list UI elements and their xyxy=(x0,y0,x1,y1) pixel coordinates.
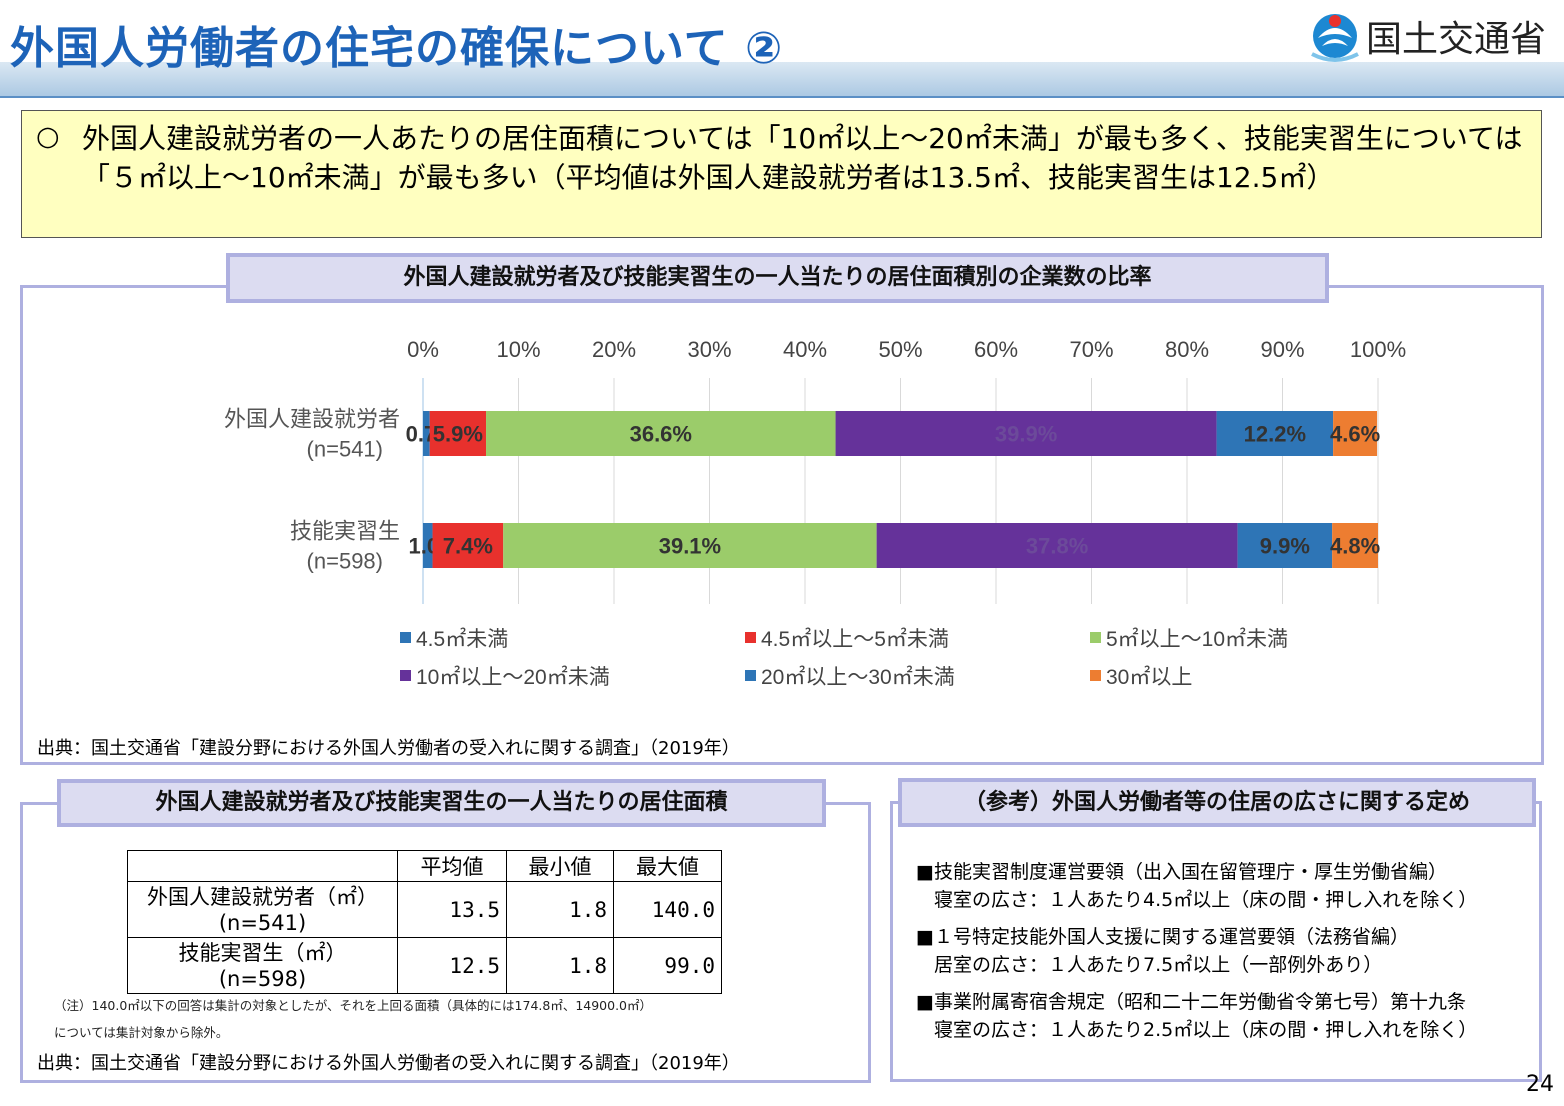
reference-panel-title: （参考）外国人労働者等の住居の広さに関する定め xyxy=(898,778,1536,827)
header-divider xyxy=(0,96,1564,98)
row-label-n: (n=598) xyxy=(218,966,307,991)
mlit-emblem-icon xyxy=(1311,14,1359,62)
table-header-cell: 平均値 xyxy=(397,850,507,882)
avg-cell: 12.5 xyxy=(397,937,507,994)
table-note-line-1: （注）140.0㎡以下の回答は集計の対象としたが、それを上回る面積（具体的には1… xyxy=(54,998,653,1013)
reference-item: ■技能実習制度運営要領（出入国在留管理庁・厚生労働省編） 寝室の広さ：１人あたり… xyxy=(916,858,1477,914)
area-table: 平均値 最小値 最大値 外国人建設就労者（㎡） (n=541) 13.5 1.8… xyxy=(127,850,722,994)
table-row-label: 技能実習生（㎡） (n=598) xyxy=(127,937,398,994)
page-title: 外国人労働者の住宅の確保について ② xyxy=(10,23,784,74)
row-label-name: 技能実習生（㎡） xyxy=(178,940,347,965)
row-label-name: 外国人建設就労者（㎡） xyxy=(147,884,378,909)
page-number: 24 xyxy=(1526,1072,1554,1097)
reference-heading: ■事業附属寄宿舎規定（昭和二十二年労働省令第七号）第十九条 xyxy=(916,991,1466,1013)
summary-bullet: ○ xyxy=(36,121,60,152)
max-cell: 99.0 xyxy=(613,937,722,994)
table-header-row: 平均値 最小値 最大値 xyxy=(127,850,722,882)
reference-heading: ■技能実習制度運営要領（出入国在留管理庁・厚生労働省編） xyxy=(916,861,1447,883)
summary-text: 外国人建設就労者の一人あたりの居住面積については「10㎡以上～20㎡未満」が最も… xyxy=(82,122,1523,194)
summary-box: ○ 外国人建設就労者の一人あたりの居住面積については「10㎡以上～20㎡未満」が… xyxy=(21,110,1542,238)
reference-item: ■事業附属寄宿舎規定（昭和二十二年労働省令第七号）第十九条 寝室の広さ：１人あた… xyxy=(916,988,1477,1044)
reference-detail: 寝室の広さ：１人あたり4.5㎡以上（床の間・押し入れを除く） xyxy=(934,889,1478,911)
header-band xyxy=(0,62,1564,98)
table-source: 出典：国土交通省「建設分野における外国人労働者の受入れに関する調査」（2019年… xyxy=(37,1053,740,1074)
min-cell: 1.8 xyxy=(506,881,614,938)
logo-text: 国土交通省 xyxy=(1366,19,1547,60)
table-header-cell: 最大値 xyxy=(613,850,722,882)
min-cell: 1.8 xyxy=(506,937,614,994)
table-row: 外国人建設就労者（㎡） (n=541) 13.5 1.8 140.0 xyxy=(127,881,722,938)
reference-item: ■１号特定技能外国人支援に関する運営要領（法務省編） 居室の広さ：１人あたり7.… xyxy=(916,923,1409,979)
chart-panel xyxy=(20,285,1544,765)
row-label-n: (n=541) xyxy=(218,910,307,935)
table-row: 技能実習生（㎡） (n=598) 12.5 1.8 99.0 xyxy=(127,937,722,994)
reference-panel xyxy=(890,801,1542,1082)
table-header-cell: 最小値 xyxy=(506,850,614,882)
chart-source: 出典：国土交通省「建設分野における外国人労働者の受入れに関する調査」（2019年… xyxy=(37,738,740,759)
reference-heading: ■１号特定技能外国人支援に関する運営要領（法務省編） xyxy=(916,926,1409,948)
table-header-cell xyxy=(127,850,398,882)
reference-detail: 寝室の広さ：１人あたり2.5㎡以上（床の間・押し入れを除く） xyxy=(934,1019,1478,1041)
mlit-logo: 国土交通省 xyxy=(1308,6,1558,66)
avg-cell: 13.5 xyxy=(397,881,507,938)
max-cell: 140.0 xyxy=(613,881,722,938)
chart-panel-title: 外国人建設就労者及び技能実習生の一人当たりの居住面積別の企業数の比率 xyxy=(226,253,1329,303)
table-panel-title: 外国人建設就労者及び技能実習生の一人当たりの居住面積 xyxy=(57,779,826,827)
reference-detail: 居室の広さ：１人あたり7.5㎡以上（一部例外あり） xyxy=(934,954,1383,976)
table-row-label: 外国人建設就労者（㎡） (n=541) xyxy=(127,881,398,938)
table-note-line-2: については集計対象から除外。 xyxy=(54,1025,229,1040)
